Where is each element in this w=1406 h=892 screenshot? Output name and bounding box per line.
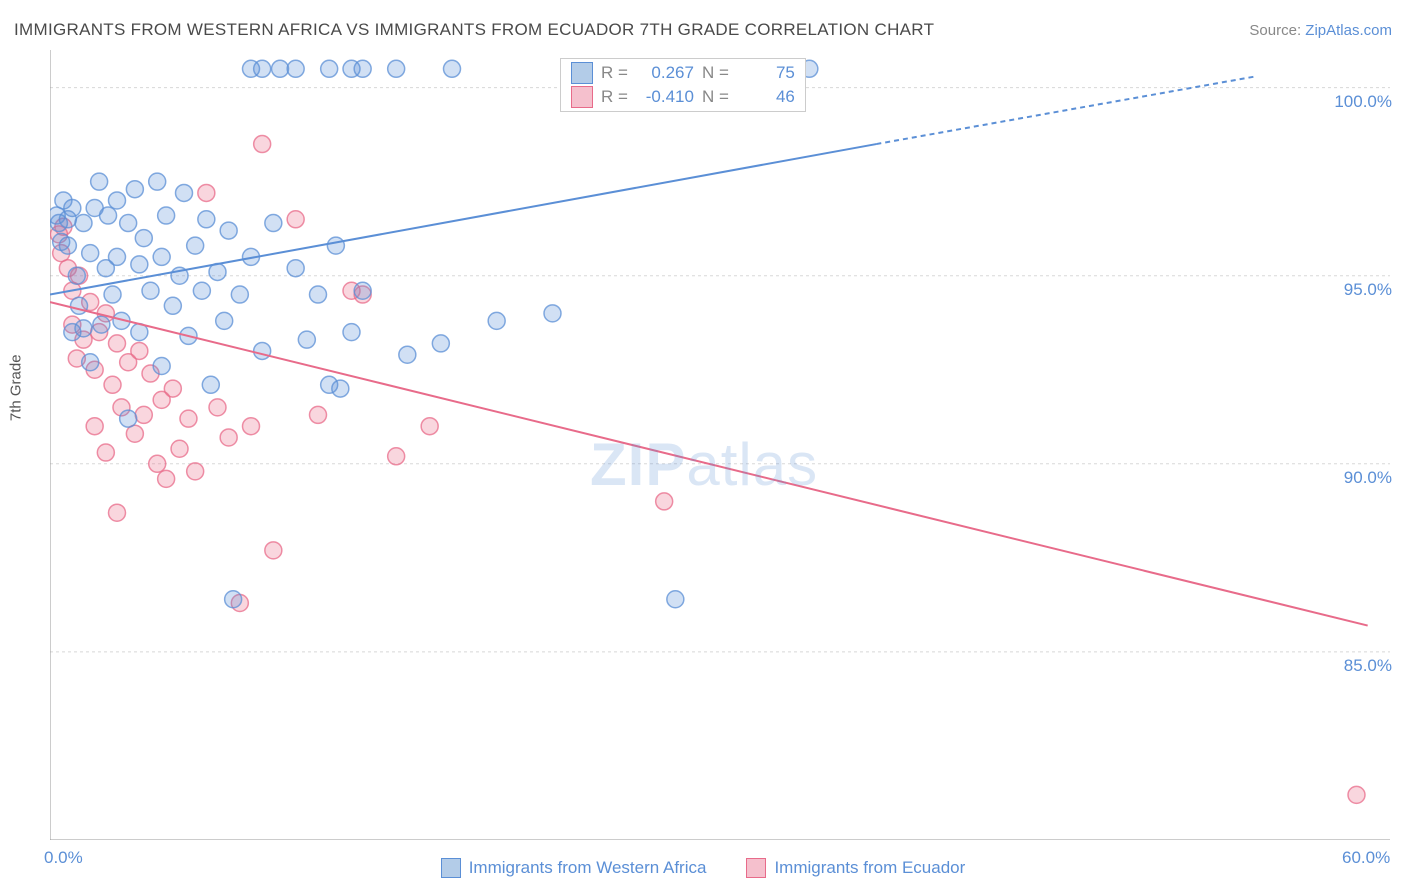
x-tick-label: 60.0% bbox=[1342, 848, 1390, 868]
stat-label-r: R = bbox=[601, 63, 628, 83]
source-attribution: Source: ZipAtlas.com bbox=[1249, 22, 1392, 39]
source-prefix: Source: bbox=[1249, 22, 1305, 39]
stat-r-a: 0.267 bbox=[636, 63, 694, 83]
scatter-plot bbox=[50, 50, 1390, 840]
legend-swatch-a bbox=[441, 858, 461, 878]
x-axis-legend: Immigrants from Western Africa Immigrant… bbox=[0, 858, 1406, 878]
stat-label-n: N = bbox=[702, 87, 729, 107]
swatch-series-b bbox=[571, 86, 593, 108]
legend-swatch-b bbox=[746, 858, 766, 878]
stat-n-b: 46 bbox=[737, 87, 795, 107]
legend-label-b: Immigrants from Ecuador bbox=[774, 858, 965, 878]
stat-row-series-a: R = 0.267 N = 75 bbox=[561, 61, 805, 85]
source-link[interactable]: ZipAtlas.com bbox=[1305, 22, 1392, 39]
legend-item-series-a: Immigrants from Western Africa bbox=[441, 858, 707, 878]
y-tick-label: 90.0% bbox=[1344, 468, 1392, 488]
stat-label-n: N = bbox=[702, 63, 729, 83]
y-axis-label: 7th Grade bbox=[8, 354, 25, 421]
stat-n-a: 75 bbox=[737, 63, 795, 83]
stat-row-series-b: R = -0.410 N = 46 bbox=[561, 85, 805, 109]
y-tick-label: 95.0% bbox=[1344, 280, 1392, 300]
chart-title: IMMIGRANTS FROM WESTERN AFRICA VS IMMIGR… bbox=[14, 20, 934, 40]
legend-item-series-b: Immigrants from Ecuador bbox=[746, 858, 965, 878]
y-tick-label: 85.0% bbox=[1344, 656, 1392, 676]
x-tick-label: 0.0% bbox=[44, 848, 83, 868]
stat-r-b: -0.410 bbox=[636, 87, 694, 107]
correlation-stats-box: R = 0.267 N = 75 R = -0.410 N = 46 bbox=[560, 58, 806, 112]
y-tick-label: 100.0% bbox=[1334, 92, 1392, 112]
stat-label-r: R = bbox=[601, 87, 628, 107]
legend-label-a: Immigrants from Western Africa bbox=[469, 858, 707, 878]
swatch-series-a bbox=[571, 62, 593, 84]
